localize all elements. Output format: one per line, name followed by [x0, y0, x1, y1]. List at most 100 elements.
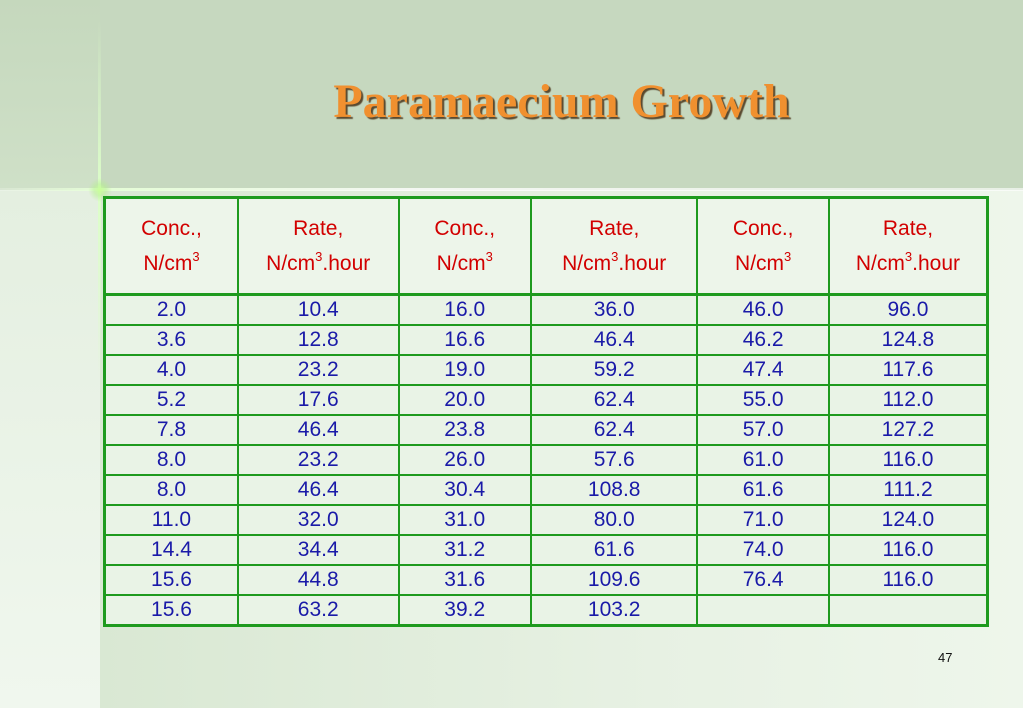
table-cell: 10.4 [236, 293, 400, 326]
table-cell: 4.0 [103, 354, 239, 386]
left-lower-decoration [0, 190, 100, 708]
column-header-label: Conc., [141, 217, 202, 240]
table-cell: 23.8 [397, 414, 532, 446]
table-cell: 8.0 [103, 474, 239, 506]
table-cell: 71.0 [696, 504, 830, 536]
column-header-label: Conc., [434, 217, 496, 240]
table-cell: 5.2 [103, 384, 239, 416]
table-cell: 61.6 [529, 534, 699, 566]
column-header-unit-suffix: .hour [618, 252, 667, 275]
table-cell [696, 594, 830, 627]
table-cell: 59.2 [529, 354, 699, 386]
column-header-unit-suffix: .hour [322, 252, 371, 275]
growth-data-table: Conc., N/cm3 Rate, N/cm3.hour Conc., N/cm3 Rat… [103, 196, 989, 627]
column-header-exponent: 3 [904, 249, 913, 264]
table-cell: 124.0 [827, 504, 989, 536]
table-cell: 112.0 [827, 384, 989, 416]
table-cell: 7.8 [103, 414, 239, 446]
table-cell: 116.0 [827, 564, 989, 596]
table-row: 14.4 34.4 31.2 61.6 74.0 116.0 [103, 534, 989, 566]
table-cell: 57.0 [696, 414, 830, 446]
title-background [100, 0, 1023, 190]
table-cell: 31.6 [397, 564, 532, 596]
column-header-unit: N/cm [143, 252, 193, 275]
table-cell: 63.2 [236, 594, 400, 627]
table-cell: 34.4 [236, 534, 400, 566]
column-header-label: Rate, [589, 217, 640, 240]
column-header-label: Rate, [293, 217, 344, 240]
column-header-unit: N/cm [266, 252, 316, 275]
slide-title: Paramaecium Growth [333, 75, 790, 128]
column-header-exponent: 3 [192, 249, 200, 264]
table-cell: 117.6 [827, 354, 989, 386]
column-header: Conc., N/cm3 [103, 196, 239, 296]
table-cell: 96.0 [827, 293, 989, 326]
table-row: 11.0 32.0 31.0 80.0 71.0 124.0 [103, 504, 989, 536]
table-cell: 124.8 [827, 324, 989, 356]
table-cell: 47.4 [696, 354, 830, 386]
table-row: 3.6 12.8 16.6 46.4 46.2 124.8 [103, 324, 989, 356]
table-row: 8.0 46.4 30.4 108.8 61.6 111.2 [103, 474, 989, 506]
column-header-exponent: 3 [315, 249, 323, 264]
table-row: 5.2 17.6 20.0 62.4 55.0 112.0 [103, 384, 989, 416]
table-cell: 36.0 [529, 293, 699, 326]
table-row: 8.0 23.2 26.0 57.6 61.0 116.0 [103, 444, 989, 476]
table-row: 2.0 10.4 16.0 36.0 46.0 96.0 [103, 293, 989, 326]
table-cell: 46.2 [696, 324, 830, 356]
table-cell: 8.0 [103, 444, 239, 476]
table-row: 4.0 23.2 19.0 59.2 47.4 117.6 [103, 354, 989, 386]
table-cell: 61.6 [696, 474, 830, 506]
table-cell: 3.6 [103, 324, 239, 356]
table-row: 7.8 46.4 23.8 62.4 57.0 127.2 [103, 414, 989, 446]
column-header-unit: N/cm [855, 252, 905, 275]
table-cell: 23.2 [236, 354, 400, 386]
column-header: Rate, N/cm3.hour [236, 196, 400, 296]
table-cell: 111.2 [827, 474, 989, 506]
table-cell: 14.4 [103, 534, 239, 566]
column-header: Rate, N/cm3.hour [827, 196, 989, 296]
table-cell: 109.6 [529, 564, 699, 596]
table-cell: 32.0 [236, 504, 400, 536]
horizontal-glow-line [0, 188, 1023, 191]
table-cell: 31.2 [397, 534, 532, 566]
table-cell: 19.0 [397, 354, 532, 386]
table-cell: 76.4 [696, 564, 830, 596]
table-cell: 15.6 [103, 564, 239, 596]
table-cell: 16.0 [397, 293, 532, 326]
table-cell: 11.0 [103, 504, 239, 536]
table-cell: 46.0 [696, 293, 830, 326]
table-cell: 31.0 [397, 504, 532, 536]
table-cell: 74.0 [696, 534, 830, 566]
column-header-unit: N/cm [436, 252, 486, 275]
column-header: Conc., N/cm3 [696, 196, 830, 296]
page-number: 47 [938, 650, 953, 665]
table-cell: 55.0 [696, 384, 830, 416]
column-header-exponent: 3 [611, 249, 619, 264]
table-cell: 127.2 [827, 414, 989, 446]
table-cell: 116.0 [827, 534, 989, 566]
table-body: 2.0 10.4 16.0 36.0 46.0 96.0 3.6 12.8 16.6 46.4 46… [103, 293, 989, 627]
table-cell: 62.4 [529, 414, 699, 446]
table-cell: 2.0 [103, 293, 239, 326]
table-header-row: Conc., N/cm3 Rate, N/cm3.hour Conc., N/cm3 Rat… [103, 196, 989, 296]
column-header-exponent: 3 [784, 249, 792, 264]
table-cell: 62.4 [529, 384, 699, 416]
table-cell: 23.2 [236, 444, 400, 476]
column-header-label: Rate, [882, 217, 934, 240]
table-cell: 16.6 [397, 324, 532, 356]
table-cell: 46.4 [236, 414, 400, 446]
table-cell: 44.8 [236, 564, 400, 596]
table-row: 15.6 63.2 39.2 103.2 [103, 594, 989, 627]
table-cell: 108.8 [529, 474, 699, 506]
table-cell: 46.4 [529, 324, 699, 356]
table-cell: 26.0 [397, 444, 532, 476]
column-header: Conc., N/cm3 [397, 196, 532, 296]
column-header: Rate, N/cm3.hour [529, 196, 699, 296]
table-cell: 116.0 [827, 444, 989, 476]
table-cell: 61.0 [696, 444, 830, 476]
table-cell: 15.6 [103, 594, 239, 627]
column-header-label: Conc., [732, 217, 794, 240]
table-cell: 46.4 [236, 474, 400, 506]
table-cell: 12.8 [236, 324, 400, 356]
table-cell: 103.2 [529, 594, 699, 627]
